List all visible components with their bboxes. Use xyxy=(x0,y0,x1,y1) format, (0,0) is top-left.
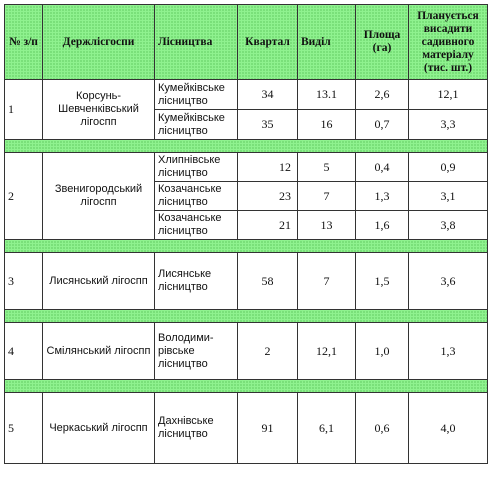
section-value: 7 xyxy=(297,252,356,310)
section-value: 13.1 xyxy=(297,79,356,110)
forestry-name: Кумейківське лісництво xyxy=(154,79,238,110)
planting-value: 4,0 xyxy=(408,392,488,464)
section-value: 12,1 xyxy=(297,322,356,380)
header-quarter: Квартал xyxy=(237,4,298,80)
planting-value: 3,8 xyxy=(408,210,488,240)
header-row: № з/п Держлісгоспи Лісництва Квартал Вид… xyxy=(4,4,488,80)
separator-row xyxy=(4,139,488,153)
group-number: 4 xyxy=(4,322,43,380)
quarter-value: 34 xyxy=(237,79,298,110)
area-value: 1,6 xyxy=(355,210,409,240)
table-row: 3 Лисянський лігоспп Лисянське лісництво… xyxy=(4,252,488,310)
table-row: Козачанське лісництво 21 13 1,6 3,8 xyxy=(5,210,488,240)
area-value: 0,6 xyxy=(355,392,409,464)
planting-value: 3,6 xyxy=(408,252,488,310)
header-enterprise: Держлісгоспи xyxy=(42,4,155,80)
area-value: 0,4 xyxy=(355,152,409,182)
quarter-value: 12 xyxy=(237,152,298,182)
section-value: 7 xyxy=(297,181,356,211)
forestry-name: Козачанське лісництво xyxy=(154,181,238,211)
group-number: 1 xyxy=(4,79,43,140)
section-value: 5 xyxy=(297,152,356,182)
planting-value: 12,1 xyxy=(408,79,488,110)
quarter-value: 23 xyxy=(237,181,298,211)
forestry-name: Козачанське лісництво xyxy=(154,210,238,240)
quarter-value: 21 xyxy=(237,210,298,240)
quarter-value: 35 xyxy=(237,109,298,140)
planting-value: 3,3 xyxy=(408,109,488,140)
forestry-name: Лисянське лісництво xyxy=(154,252,238,310)
area-value: 1,5 xyxy=(355,252,409,310)
enterprise-name: Лисянський лігоспп xyxy=(42,252,155,310)
group-number: 3 xyxy=(4,252,43,310)
forestry-name: Володими-рівське лісництво xyxy=(154,322,238,380)
planting-table: № з/п Держлісгоспи Лісництва Квартал Вид… xyxy=(4,4,488,464)
header-no: № з/п xyxy=(4,4,43,80)
quarter-value: 58 xyxy=(237,252,298,310)
section-value: 16 xyxy=(297,109,356,140)
table-row: 5 Черкаський лігоспп Дахнівське лісництв… xyxy=(4,392,488,464)
quarter-value: 2 xyxy=(237,322,298,380)
section-value: 13 xyxy=(297,210,356,240)
table-row: 2 Звенигородський лігоспп Хлипнівське лі… xyxy=(4,152,488,240)
separator-row xyxy=(4,239,488,253)
planting-value: 3,1 xyxy=(408,181,488,211)
area-value: 1,0 xyxy=(355,322,409,380)
section-value: 6,1 xyxy=(297,392,356,464)
table-row: Козачанське лісництво 23 7 1,3 3,1 xyxy=(5,181,488,211)
header-section: Виділ xyxy=(297,4,356,80)
enterprise-name: Черкаський лігоспп xyxy=(42,392,155,464)
table-row: 1 Корсунь-Шевченківський лігоспп Кумейкі… xyxy=(4,79,488,140)
table-row: 4 Смілянський лігоспп Володими-рівське л… xyxy=(4,322,488,380)
quarter-value: 91 xyxy=(237,392,298,464)
enterprise-name: Звенигородський лігоспп xyxy=(42,152,155,240)
area-value: 1,3 xyxy=(355,181,409,211)
forestry-name: Хлипнівське лісництво xyxy=(154,152,238,182)
enterprise-name: Корсунь-Шевченківський лігоспп xyxy=(42,79,155,140)
separator-row xyxy=(4,309,488,323)
forestry-name: Дахнівське лісництво xyxy=(154,392,238,464)
planting-value: 0,9 xyxy=(408,152,488,182)
table-row: Кумейківське лісництво 35 16 0,7 3,3 xyxy=(5,109,488,140)
header-area: Площа (га) xyxy=(355,4,409,80)
header-forestry: Лісництва xyxy=(154,4,238,80)
group-number: 2 xyxy=(4,152,43,240)
area-value: 0,7 xyxy=(355,109,409,140)
enterprise-name: Смілянський лігоспп xyxy=(42,322,155,380)
group-number: 5 xyxy=(4,392,43,464)
area-value: 2,6 xyxy=(355,79,409,110)
planting-value: 1,3 xyxy=(408,322,488,380)
separator-row xyxy=(4,379,488,393)
forestry-name: Кумейківське лісництво xyxy=(154,109,238,140)
header-planting: Планується висадити садивного матеріалу … xyxy=(408,4,488,80)
